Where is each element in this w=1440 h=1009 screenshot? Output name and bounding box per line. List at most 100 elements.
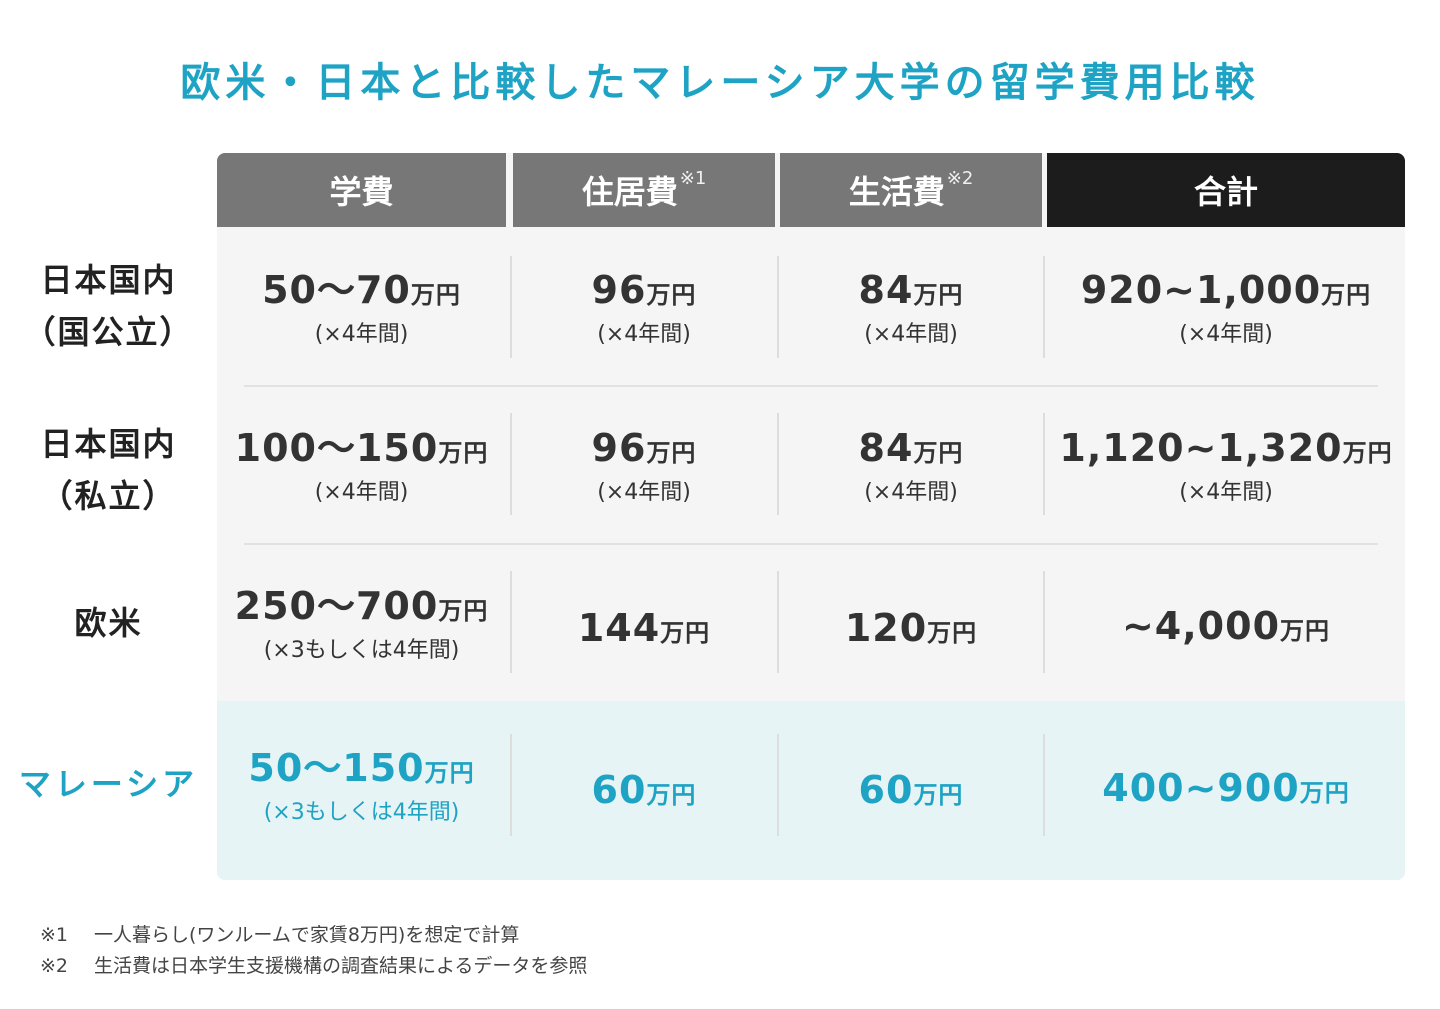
amount: 50〜150万円 (217, 746, 506, 795)
row-label-line: （国公立） (23, 313, 194, 351)
row-label-line: 日本国内 (40, 261, 177, 299)
column-divider (777, 413, 779, 515)
header-total-label: 合計 (1193, 173, 1258, 211)
amount-value: 1,120~1,320 (1059, 426, 1343, 470)
period-note: (×4年間) (864, 480, 958, 505)
amount: 50〜70万円 (217, 268, 506, 317)
cell-living: 84万円 (×4年間) (780, 268, 1042, 353)
header-tuition-label: 学費 (329, 173, 394, 211)
header-living-footnote-mark: ※2 (946, 167, 974, 189)
period-note: (×4年間) (597, 480, 691, 505)
amount-value: 50〜70 (262, 268, 411, 312)
amount-value: 60 (591, 768, 647, 812)
row-divider (244, 385, 1378, 387)
amount: 84万円 (780, 426, 1042, 475)
amount-unit: 万円 (1280, 617, 1331, 645)
row-label-japan-public: 日本国内 （国公立） (0, 254, 217, 358)
amount-unit: 万円 (927, 619, 978, 647)
row-label-western: 欧米 (0, 597, 217, 649)
column-divider (510, 571, 512, 673)
footnote-1: ※1 一人暮らし(ワンルームで家賃8万円)を想定で計算 (40, 920, 519, 947)
row-divider (244, 543, 1378, 545)
header-living: 生活費 ※2 (780, 153, 1042, 227)
column-divider (510, 256, 512, 358)
column-divider (510, 413, 512, 515)
cell-total: 1,120~1,320万円 (×4年間) (1047, 426, 1405, 511)
amount-unit: 万円 (646, 439, 697, 467)
column-divider (777, 734, 779, 836)
column-divider (1043, 734, 1045, 836)
amount-value: 120 (844, 606, 928, 650)
column-divider (777, 571, 779, 673)
cell-tuition: 50〜70万円 (×4年間) (217, 268, 506, 353)
row-label-line: 日本国内 (40, 425, 177, 463)
amount-unit: 万円 (1299, 779, 1350, 807)
header-living-label: 生活費 (848, 173, 945, 211)
amount: 84万円 (780, 268, 1042, 317)
footnote-mark: ※1 (40, 924, 69, 946)
amount-value: 50〜150 (248, 746, 425, 790)
amount-value: 96 (591, 426, 647, 470)
period-note: (×4年間) (1179, 322, 1273, 347)
cell-tuition: 250〜700万円 (×3もしくは4年間) (217, 584, 506, 669)
amount: 96万円 (513, 268, 775, 317)
row-label-line: 欧米 (74, 604, 143, 642)
period-note: (×4年間) (314, 322, 409, 347)
amount-unit: 万円 (913, 439, 964, 467)
column-divider (1043, 256, 1045, 358)
amount-value: 84 (858, 426, 914, 470)
amount-value: 100〜150 (234, 426, 439, 470)
row-label-line: （私立） (40, 477, 177, 515)
cell-total: 920~1,000万円 (×4年間) (1047, 268, 1405, 353)
amount-value: 60 (858, 768, 914, 812)
header-tuition: 学費 (217, 153, 506, 227)
row-label-malaysia: マレーシア (0, 758, 217, 810)
footnote-text: 生活費は日本学生支援機構の調査結果によるデータを参照 (94, 955, 588, 977)
amount: 250〜700万円 (217, 584, 506, 633)
cell-total: ~4,000万円 (1047, 604, 1405, 653)
cell-living: 120万円 (780, 606, 1042, 655)
footnote-2: ※2 生活費は日本学生支援機構の調査結果によるデータを参照 (40, 951, 587, 978)
footnote-text: 一人暮らし(ワンルームで家賃8万円)を想定で計算 (94, 924, 520, 946)
amount-value: 400~900 (1102, 766, 1300, 810)
amount-unit: 万円 (646, 281, 697, 309)
column-divider (777, 256, 779, 358)
cell-tuition: 50〜150万円 (×3もしくは4年間) (217, 746, 506, 831)
cell-housing: 96万円 (×4年間) (513, 268, 775, 353)
period-note: (×3もしくは4年間) (263, 800, 460, 825)
cell-total: 400~900万円 (1047, 766, 1405, 815)
amount-value: 920~1,000 (1080, 268, 1322, 312)
header-housing-footnote-mark: ※1 (679, 167, 707, 189)
amount: 144万円 (513, 606, 775, 655)
header-housing-label: 住居費 (581, 173, 678, 211)
amount-unit: 万円 (913, 281, 964, 309)
amount: 400~900万円 (1047, 766, 1405, 815)
amount-value: 84 (858, 268, 914, 312)
amount: 120万円 (780, 606, 1042, 655)
column-divider (1043, 571, 1045, 673)
cell-living: 84万円 (×4年間) (780, 426, 1042, 511)
amount-value: 144 (577, 606, 661, 650)
amount-unit: 万円 (1321, 281, 1372, 309)
cell-housing: 96万円 (×4年間) (513, 426, 775, 511)
amount-value: 250〜700 (234, 584, 439, 628)
amount: 60万円 (513, 768, 775, 817)
malaysia-row-highlight (217, 701, 1405, 880)
period-note: (×4年間) (597, 322, 691, 347)
row-label-line: マレーシア (18, 765, 199, 803)
cell-living: 60万円 (780, 768, 1042, 817)
period-note: (×3もしくは4年間) (263, 638, 460, 663)
column-divider (1043, 413, 1045, 515)
amount: 60万円 (780, 768, 1042, 817)
cell-housing: 60万円 (513, 768, 775, 817)
cell-tuition: 100〜150万円 (×4年間) (217, 426, 506, 511)
page-title: 欧米・日本と比較したマレーシア大学の留学費用比較 (180, 60, 1260, 106)
amount-unit: 万円 (438, 597, 489, 625)
amount-unit: 万円 (1342, 439, 1393, 467)
row-label-japan-private: 日本国内 （私立） (0, 418, 217, 522)
amount-value: ~4,000 (1121, 604, 1281, 648)
column-divider (510, 734, 512, 836)
amount-value: 96 (591, 268, 647, 312)
amount: 1,120~1,320万円 (1047, 426, 1405, 475)
period-note: (×4年間) (314, 480, 409, 505)
